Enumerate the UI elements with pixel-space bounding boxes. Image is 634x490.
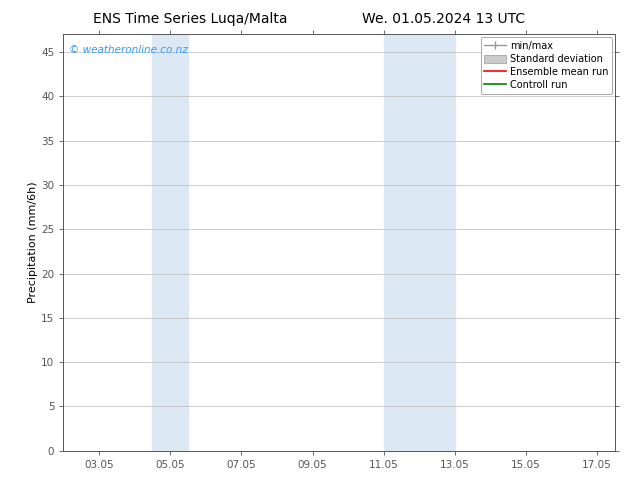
Y-axis label: Precipitation (mm/6h): Precipitation (mm/6h) <box>29 182 38 303</box>
Text: © weatheronline.co.nz: © weatheronline.co.nz <box>69 45 188 55</box>
Text: ENS Time Series Luqa/Malta: ENS Time Series Luqa/Malta <box>93 12 287 26</box>
Bar <box>384 34 455 451</box>
Legend: min/max, Standard deviation, Ensemble mean run, Controll run: min/max, Standard deviation, Ensemble me… <box>481 37 612 94</box>
Text: We. 01.05.2024 13 UTC: We. 01.05.2024 13 UTC <box>362 12 526 26</box>
Bar <box>152 34 188 451</box>
